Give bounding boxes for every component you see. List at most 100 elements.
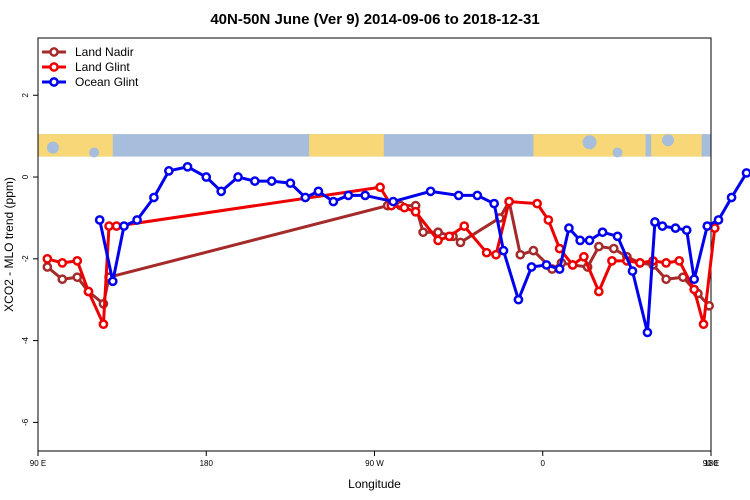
- map-water-patch: [612, 147, 623, 158]
- x-axis-label: Longitude: [348, 477, 401, 491]
- data-point: [98, 319, 109, 330]
- data-point: [642, 327, 653, 338]
- legend-label: Land Glint: [75, 60, 130, 74]
- data-point: [670, 223, 681, 233]
- map-water-patch: [662, 134, 675, 147]
- data-point: [399, 202, 410, 213]
- data-point: [526, 262, 537, 272]
- y-tick-label: -4: [21, 336, 30, 344]
- y-axis-label: XCO2 - MLO trend (ppm): [2, 177, 16, 312]
- data-point: [94, 215, 105, 225]
- data-point: [453, 190, 464, 201]
- data-point: [201, 172, 212, 182]
- data-point: [83, 286, 94, 297]
- data-point: [164, 166, 174, 176]
- data-point: [515, 249, 526, 260]
- series-line: [98, 165, 750, 334]
- data-point: [597, 227, 608, 238]
- map-water-patch: [46, 141, 59, 154]
- x-tick-label: 180: [704, 459, 718, 468]
- data-point: [567, 260, 578, 270]
- data-point: [627, 266, 638, 276]
- data-point: [713, 215, 724, 225]
- data-point: [410, 206, 421, 217]
- data-point: [360, 190, 371, 201]
- data-point: [593, 241, 604, 252]
- data-point: [57, 274, 68, 285]
- data-point: [388, 196, 399, 207]
- data-point: [459, 221, 470, 231]
- map-water-patch: [582, 135, 597, 150]
- data-point: [233, 172, 243, 182]
- data-point: [532, 198, 542, 209]
- data-point: [513, 294, 524, 305]
- x-tick-label: 90 E: [703, 459, 719, 468]
- legend-item: Land Nadir: [42, 45, 134, 59]
- data-point: [584, 235, 595, 246]
- data-point: [612, 231, 623, 242]
- x-tick-label: 90 W: [365, 459, 384, 468]
- data-point: [343, 190, 354, 201]
- world-map-strip: [38, 134, 711, 158]
- data-point: [425, 186, 436, 197]
- data-point: [433, 235, 443, 246]
- data-point: [489, 198, 499, 209]
- chart-title: 40N-50N June (Ver 9) 2014-09-06 to 2018-…: [210, 11, 539, 28]
- data-point: [726, 192, 737, 203]
- data-point: [444, 231, 455, 242]
- data-point: [543, 215, 554, 225]
- data-point: [132, 215, 142, 225]
- data-point: [709, 223, 720, 233]
- x-tick-label: 180: [200, 459, 214, 468]
- data-point: [741, 168, 750, 178]
- series-layer: [42, 161, 750, 338]
- data-point: [689, 284, 700, 295]
- data-point: [481, 247, 492, 258]
- legend-label: Land Nadir: [75, 45, 134, 59]
- legend-item: Land Glint: [42, 60, 130, 74]
- data-point: [107, 276, 118, 287]
- data-point: [42, 262, 53, 272]
- data-point: [266, 176, 277, 186]
- data-point: [657, 221, 668, 231]
- legend-swatch-marker: [49, 62, 59, 72]
- data-point: [111, 221, 122, 231]
- data-point: [57, 258, 68, 268]
- map-water-patch: [89, 147, 100, 158]
- data-point: [554, 243, 565, 254]
- data-point: [72, 272, 83, 283]
- map-land: [309, 134, 384, 157]
- legend-item: Ocean Glint: [42, 75, 139, 89]
- data-point: [698, 319, 709, 330]
- data-point: [650, 217, 660, 227]
- y-axis: 2 0 -2 -4 -6: [21, 92, 38, 426]
- y-tick-label: -2: [21, 255, 30, 263]
- plot-frame: [37, 37, 712, 452]
- data-point: [608, 243, 619, 254]
- data-point: [593, 286, 604, 297]
- data-point: [250, 176, 260, 186]
- series-line: [46, 200, 711, 307]
- data-point: [579, 251, 589, 262]
- data-point: [661, 258, 671, 268]
- data-point: [72, 256, 83, 266]
- data-point: [635, 258, 645, 268]
- legend-swatch-marker: [49, 47, 59, 57]
- data-point: [564, 223, 574, 233]
- data-point: [504, 196, 514, 207]
- data-point: [182, 161, 193, 172]
- y-tick-label: 2: [21, 92, 30, 97]
- y-tick-label: -6: [21, 418, 30, 426]
- data-point: [149, 192, 159, 203]
- data-point: [216, 186, 227, 197]
- data-point: [472, 190, 483, 201]
- y-tick-label: 0: [21, 174, 30, 179]
- data-point: [689, 274, 700, 285]
- data-point: [554, 264, 565, 274]
- series-ocean-glint: [94, 161, 750, 338]
- data-point: [541, 260, 552, 270]
- legend-label: Ocean Glint: [75, 75, 139, 89]
- data-point: [674, 256, 685, 266]
